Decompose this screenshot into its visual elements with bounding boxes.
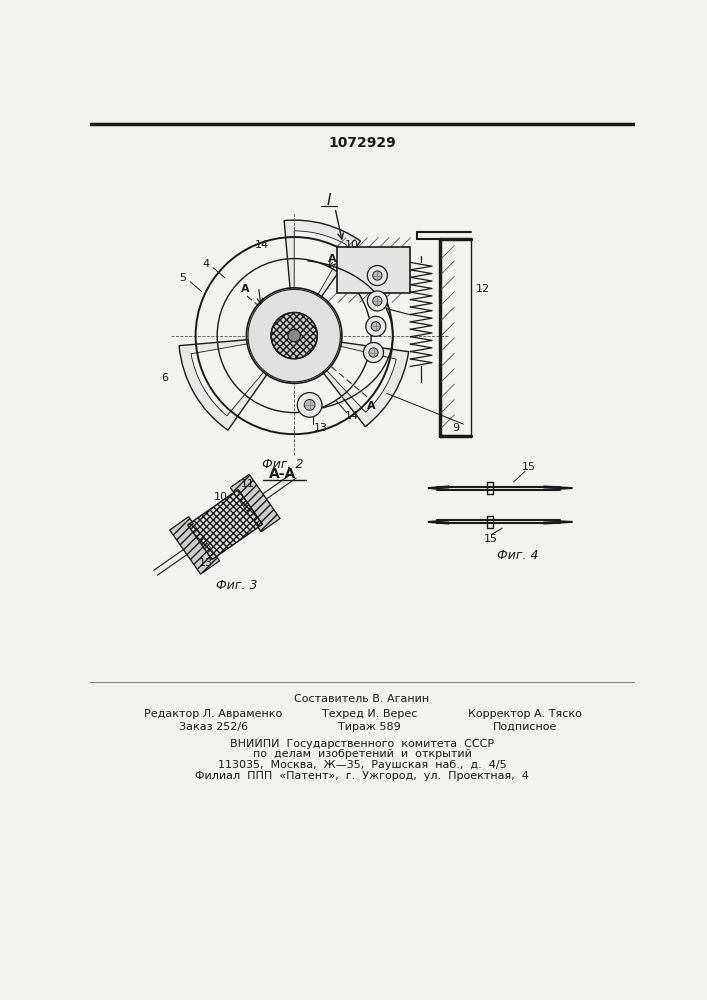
Text: ВНИИПИ  Государственного  комитета  СССР: ВНИИПИ Государственного комитета СССР (230, 739, 494, 749)
Text: 14: 14 (345, 411, 359, 421)
Circle shape (297, 393, 322, 417)
Text: 13: 13 (199, 558, 213, 568)
Text: 12: 12 (476, 284, 490, 294)
Text: 10: 10 (214, 492, 228, 502)
Bar (337, 247, 409, 293)
Text: Фиг. 3: Фиг. 3 (216, 579, 257, 592)
Wedge shape (179, 336, 294, 430)
Text: I: I (327, 193, 331, 208)
Text: 5: 5 (179, 273, 186, 283)
Wedge shape (294, 231, 346, 336)
Circle shape (373, 296, 382, 306)
Text: Фиг. 2: Фиг. 2 (262, 458, 303, 471)
Text: Филиал  ППП  «Патент»,  г.  Ужгород,  ул.  Проектная,  4: Филиал ППП «Патент», г. Ужгород, ул. Про… (195, 771, 529, 781)
Text: Фиг. 4: Фиг. 4 (497, 549, 538, 562)
Circle shape (288, 329, 300, 342)
Text: Составитель В. Аганин: Составитель В. Аганин (294, 694, 430, 704)
Text: 11: 11 (241, 479, 255, 489)
Text: 13: 13 (314, 423, 328, 433)
Text: Подписное: Подписное (493, 722, 557, 732)
Text: Заказ 252/6: Заказ 252/6 (179, 722, 248, 732)
Text: A: A (367, 401, 375, 411)
Text: A: A (241, 284, 250, 294)
Circle shape (271, 312, 317, 359)
Circle shape (368, 266, 387, 286)
Polygon shape (188, 490, 262, 560)
Text: 113035,  Москва,  Ж—35,  Раушская  наб.,  д.  4/5: 113035, Москва, Ж—35, Раушская наб., д. … (218, 760, 506, 770)
Text: 4: 4 (202, 259, 209, 269)
Text: 9: 9 (452, 423, 460, 433)
Wedge shape (191, 336, 294, 416)
Circle shape (369, 348, 378, 357)
Text: 10: 10 (345, 240, 359, 250)
Circle shape (371, 322, 380, 331)
Text: по  делам  изобретений  и  открытий: по делам изобретений и открытий (252, 749, 472, 759)
Text: 6: 6 (161, 373, 168, 383)
Circle shape (304, 400, 315, 410)
Text: 15: 15 (484, 534, 498, 544)
Text: 14: 14 (255, 240, 269, 250)
Circle shape (373, 271, 382, 280)
Circle shape (271, 312, 317, 359)
Wedge shape (294, 336, 409, 427)
Text: Корректор А. Тяско: Корректор А. Тяско (468, 709, 582, 719)
Text: 1072929: 1072929 (328, 136, 396, 150)
Circle shape (288, 329, 300, 342)
Text: А-А: А-А (269, 467, 296, 481)
Circle shape (248, 289, 340, 382)
Circle shape (368, 291, 387, 311)
Text: A: A (328, 254, 337, 264)
Text: Техред И. Верес: Техред И. Верес (322, 709, 417, 719)
Wedge shape (294, 336, 396, 412)
Text: Редактор Л. Авраменко: Редактор Л. Авраменко (144, 709, 283, 719)
Text: Тираж 589: Тираж 589 (338, 722, 401, 732)
Wedge shape (284, 220, 361, 336)
Polygon shape (170, 517, 220, 574)
Text: 15: 15 (522, 462, 536, 472)
Polygon shape (230, 474, 280, 532)
Circle shape (366, 316, 386, 336)
Circle shape (363, 343, 383, 363)
